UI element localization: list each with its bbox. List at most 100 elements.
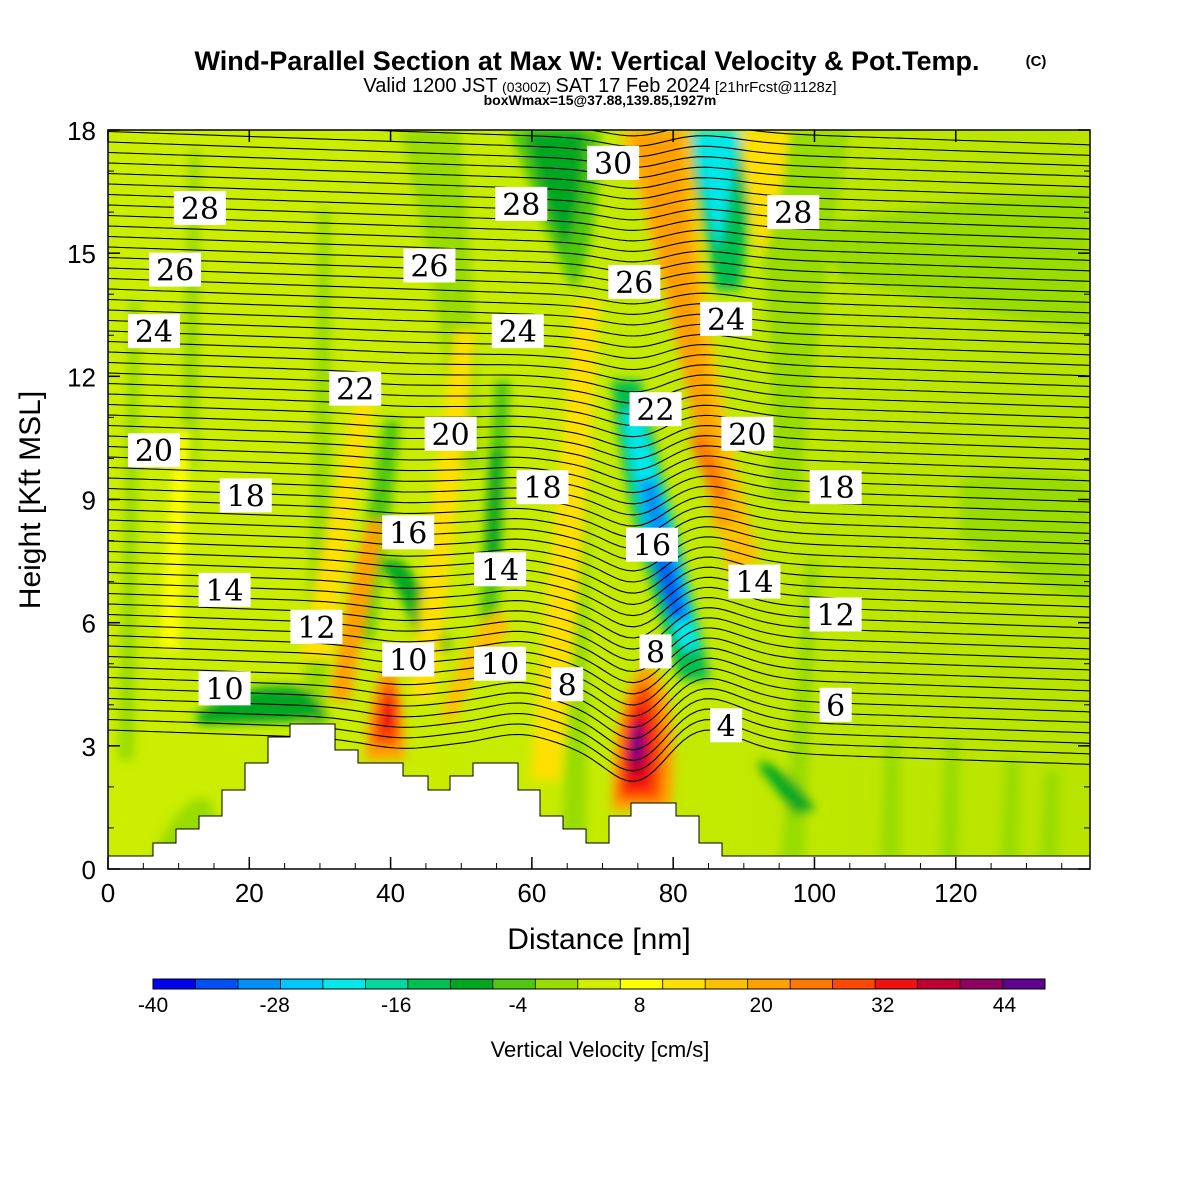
subtitle-date: SAT 17 Feb 2024 — [556, 75, 711, 97]
contour-label-box — [424, 416, 477, 451]
colorbar-frame — [152, 978, 1046, 990]
x-axis: 0 20 40 60 80 100 120 — [101, 130, 1063, 908]
vv-region — [1040, 770, 1060, 860]
y-axis-label: Height [Kft MSL] — [14, 391, 47, 609]
contour-label: 10 — [198, 671, 251, 707]
isentrope-line — [108, 351, 1090, 387]
isentrope-line — [108, 403, 1090, 440]
y-tick-label: 9 — [82, 486, 96, 516]
isentrope-line — [108, 435, 1090, 471]
chart-box-info: boxWmax=15@37.88,139.85,1927m — [484, 92, 717, 108]
contour-label-text: 10 — [389, 644, 427, 679]
y-axis: 0 3 6 9 12 15 18 — [67, 116, 1090, 885]
contour-labels: 28 26 24 20 18 14 12 10 22 20 16 10 26 24 18 14 10 8 28 30 2… — [127, 145, 862, 744]
contour-label-text: 18 — [227, 479, 265, 514]
colorbar-swatch — [407, 979, 451, 989]
contour-label-text: 28 — [774, 196, 812, 231]
contour-label: 10 — [382, 642, 435, 679]
isentrope-line — [108, 193, 1090, 230]
colorbar-swatch — [153, 979, 196, 989]
vv-region — [940, 740, 960, 860]
contour-label: 8 — [639, 634, 672, 670]
isentrope-line — [108, 288, 1090, 324]
contour-label-text: 24 — [499, 315, 537, 350]
colorbar-swatch — [492, 979, 536, 989]
contour-label-text: 24 — [135, 315, 173, 350]
colorbar-swatch — [875, 979, 919, 989]
isentrope-line — [108, 340, 1090, 377]
colorbar-swatch — [705, 979, 749, 989]
contour-label: 26 — [149, 252, 202, 289]
contour-label: 22 — [629, 392, 682, 428]
x-tick-label: 100 — [793, 878, 836, 908]
contour-label-box — [551, 667, 584, 702]
contour-label-text: 24 — [707, 303, 745, 338]
contour-label-box — [495, 186, 548, 221]
isentrope-line — [108, 246, 1090, 282]
contour-label: 14 — [198, 572, 251, 609]
colorbar-tick-label: -4 — [509, 994, 528, 1017]
contour-label: 28 — [173, 191, 226, 227]
isentrope-line — [108, 592, 1090, 639]
isentrope-line — [349, 130, 1090, 156]
contour-label: 8 — [551, 667, 584, 703]
contour-label-box — [149, 252, 202, 287]
contour-label-text: 28 — [181, 192, 219, 227]
colorbar-swatch — [917, 979, 961, 989]
terrain — [108, 723, 1090, 869]
colorbar-swatch — [195, 979, 239, 989]
contour-label: 26 — [608, 264, 661, 301]
contour-label-text: 10 — [205, 672, 243, 707]
x-tick-label: 60 — [517, 878, 546, 908]
vv-region — [118, 300, 140, 760]
contour-label: 18 — [219, 478, 272, 514]
contour-label-box — [629, 392, 682, 427]
isentrope-line — [108, 267, 1090, 303]
contour-label-text: 14 — [735, 566, 773, 601]
vv-region — [820, 190, 1090, 330]
x-axis-label: Distance [nm] — [507, 923, 690, 956]
contour-label-box — [700, 301, 753, 336]
contour-label: 30 — [587, 145, 640, 182]
isentrope-line — [108, 529, 1090, 572]
vv-region — [330, 520, 385, 700]
contour-label-text: 6 — [826, 689, 845, 724]
vv-region — [760, 760, 815, 815]
contour-label-box — [587, 145, 640, 180]
colorbar-swatch — [1002, 979, 1046, 989]
colorbar-swatch — [450, 979, 494, 989]
vv-region — [300, 400, 375, 660]
isentrope-line — [108, 424, 1090, 461]
isentrope-line — [108, 645, 1090, 695]
isentrope-line — [108, 613, 1090, 661]
contour-label-box — [516, 470, 569, 505]
contour-label-box — [219, 478, 272, 513]
contour-label-box — [382, 515, 435, 550]
contour-label-text: 16 — [633, 529, 671, 564]
colorbar-swatch — [365, 979, 409, 989]
contour-label-text: 14 — [481, 553, 519, 588]
contour-label: 18 — [516, 470, 569, 506]
isentrope-line — [108, 508, 1090, 550]
contour-label-box — [290, 609, 343, 644]
colorbar-tick-label: 20 — [750, 994, 773, 1017]
contour-label-box — [809, 597, 862, 632]
contour-label: 28 — [767, 195, 820, 231]
isentrope-line — [108, 655, 1090, 706]
isentrope-line — [108, 571, 1090, 617]
contour-label-text: 26 — [615, 266, 653, 301]
isentrope-line — [108, 456, 1090, 494]
isentrope-line — [108, 309, 1090, 345]
y-tick-label: 12 — [67, 362, 96, 392]
y-tick-label: 3 — [82, 732, 96, 762]
x-tick-label: 120 — [934, 878, 977, 908]
colorbar-tick-label: 8 — [634, 994, 646, 1017]
colorbar-swatch — [832, 979, 876, 989]
contour-label: 12 — [290, 609, 343, 646]
isentrope-line — [108, 414, 1090, 450]
x-tick-label: 0 — [101, 878, 115, 908]
contour-label-text: 20 — [135, 434, 173, 469]
colorbar-tick-label: 44 — [993, 994, 1017, 1017]
contour-label-box — [474, 646, 527, 681]
